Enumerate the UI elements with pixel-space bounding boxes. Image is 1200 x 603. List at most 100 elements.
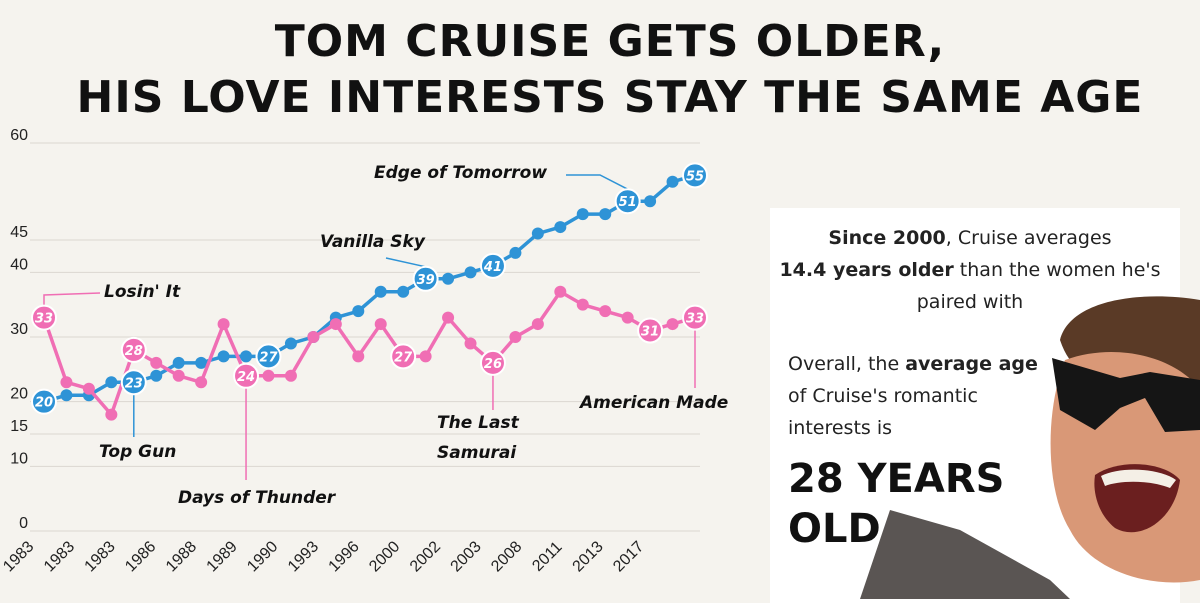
data-point — [599, 305, 612, 318]
stat1-rest2: than the women he's paired with — [916, 259, 1161, 313]
data-point — [60, 376, 73, 389]
data-point — [352, 350, 365, 363]
data-point — [150, 369, 163, 382]
x-tick-label: 2008 — [488, 538, 525, 575]
data-point — [644, 195, 657, 208]
x-tick-label: 1993 — [285, 538, 322, 575]
film-annotation: Top Gun — [99, 442, 176, 462]
point-label: 27 — [394, 350, 413, 365]
stat1-rest: , Cruise averages — [945, 227, 1112, 249]
point-label: 51 — [619, 195, 637, 210]
y-tick-label: 0 — [19, 515, 28, 532]
data-point — [464, 337, 477, 350]
data-point — [576, 298, 589, 311]
point-label: 31 — [641, 325, 659, 340]
film-annotation: American Made — [578, 393, 728, 413]
y-tick-label: 60 — [10, 127, 28, 144]
data-point — [666, 175, 679, 188]
point-label-bubble — [614, 188, 641, 215]
point-label-bubble — [479, 349, 506, 376]
stat1-bold-years: 14.4 years older — [779, 259, 954, 281]
x-tick-label: 1983 — [82, 538, 119, 575]
data-point — [195, 376, 208, 389]
data-point — [172, 356, 185, 369]
x-tick-label: 2003 — [448, 538, 485, 575]
x-tick-label: 2011 — [529, 539, 565, 575]
point-label-bubble — [120, 369, 147, 396]
data-point — [509, 331, 522, 343]
x-tick-label: 1990 — [244, 538, 281, 575]
data-point — [554, 221, 567, 234]
annotation-leader — [43, 292, 101, 306]
data-point — [576, 208, 589, 221]
x-tick-label: 1983 — [0, 538, 37, 575]
point-label-bubble — [390, 343, 417, 370]
data-point — [352, 305, 365, 318]
data-point — [172, 369, 185, 382]
point-label-bubble — [255, 343, 282, 370]
point-label: 27 — [259, 350, 278, 365]
point-label-bubble — [637, 317, 664, 344]
x-tick-label: 1988 — [163, 538, 200, 575]
point-label: 28 — [125, 344, 143, 359]
data-point — [60, 389, 73, 402]
x-tick-label: 2002 — [407, 538, 444, 575]
annotation-leader — [385, 257, 426, 268]
x-tick-label: 2013 — [570, 538, 607, 575]
data-point — [105, 408, 118, 421]
y-tick-label: 20 — [10, 386, 28, 403]
data-point — [442, 272, 455, 285]
point-label: 24 — [237, 370, 255, 385]
y-tick-label: 40 — [10, 256, 28, 273]
film-annotation: Days of Thunder — [178, 488, 337, 508]
x-tick-label: 1996 — [326, 538, 363, 575]
stat1-bold: Since 2000 — [828, 227, 946, 249]
stat2-pre: Overall, the — [788, 353, 906, 375]
data-point — [284, 337, 297, 350]
data-point — [82, 382, 95, 395]
data-point — [240, 350, 253, 363]
film-annotation: The Last — [437, 413, 520, 433]
data-point — [105, 376, 118, 389]
point-label: 55 — [686, 169, 704, 184]
data-point — [666, 318, 679, 331]
data-point — [621, 311, 634, 324]
point-label: 26 — [484, 357, 502, 372]
x-tick-label: 1986 — [122, 538, 159, 575]
x-tick-label: 1989 — [204, 538, 241, 575]
data-point — [554, 285, 567, 298]
data-point — [374, 318, 387, 331]
stat-since-2000: Since 2000, Cruise averages 14.4 years ol… — [770, 222, 1170, 318]
film-annotation: Vanilla Sky — [320, 232, 426, 252]
data-point — [217, 350, 230, 363]
data-point — [599, 208, 612, 221]
y-tick-label: 45 — [10, 224, 28, 241]
point-label: 33 — [35, 312, 53, 327]
point-label: 23 — [125, 376, 143, 391]
data-point — [374, 285, 387, 298]
point-label-bubble — [479, 252, 506, 279]
point-label: 41 — [483, 260, 502, 275]
point-label: 33 — [686, 312, 704, 327]
point-label: 39 — [417, 273, 435, 288]
data-point — [150, 356, 163, 369]
data-point — [284, 369, 297, 382]
x-tick-label: 1983 — [41, 538, 78, 575]
photo-jacket — [860, 510, 1070, 599]
data-point — [329, 318, 342, 331]
point-label-bubble — [682, 162, 708, 189]
film-annotation: Edge of Tomorrow — [374, 163, 547, 183]
annotation-leader — [566, 174, 628, 190]
data-point — [307, 331, 320, 343]
stat2-bold: average age — [905, 353, 1038, 375]
title-line-1: TOM CRUISE GETS OLDER, — [274, 16, 946, 67]
data-point — [195, 356, 208, 369]
point-label-bubble — [31, 388, 57, 415]
chart-title: TOM CRUISE GETS OLDER, HIS LOVE INTEREST… — [0, 14, 1200, 126]
x-tick-label: 2017 — [610, 538, 647, 575]
data-point — [464, 266, 477, 279]
y-tick-label: 10 — [10, 450, 28, 467]
point-label-bubble — [412, 265, 439, 292]
point-label-bubble — [120, 336, 147, 363]
